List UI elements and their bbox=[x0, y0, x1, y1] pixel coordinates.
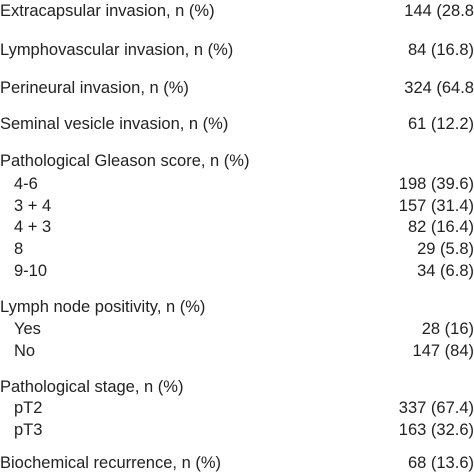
row-lymph-node-yes: Yes 28 (16) bbox=[0, 318, 474, 340]
row-label: 3 + 4 bbox=[14, 197, 52, 215]
row-gleason-4-6: 4-6 198 (39.6) bbox=[0, 173, 474, 195]
row-label: Extracapsular invasion, n (%) bbox=[0, 2, 215, 20]
row-extracapsular-invasion: Extracapsular invasion, n (%) 144 (28.8 bbox=[0, 0, 474, 22]
row-value: 198 (39.6) bbox=[398, 175, 474, 193]
row-gleason-9-10: 9-10 34 (6.8) bbox=[0, 260, 474, 282]
row-lymph-node-no: No 147 (84) bbox=[0, 340, 474, 362]
row-label: Perineural invasion, n (%) bbox=[0, 79, 189, 97]
row-label: pT3 bbox=[14, 421, 43, 439]
row-label: 8 bbox=[14, 240, 24, 258]
row-value: 163 (32.6) bbox=[398, 421, 474, 439]
section-label: Lymph node positivity, n (%) bbox=[0, 298, 206, 316]
section-header-pathological-stage: Pathological stage, n (%) bbox=[0, 376, 474, 398]
row-gleason-4-plus-3: 4 + 3 82 (16.4) bbox=[0, 216, 474, 238]
row-stage-pt2: pT2 337 (67.4) bbox=[0, 397, 474, 419]
row-label: pT2 bbox=[14, 399, 43, 417]
section-header-gleason-score: Pathological Gleason score, n (%) bbox=[0, 150, 474, 172]
row-value: 61 (12.2) bbox=[407, 115, 474, 133]
row-value: 29 (5.8) bbox=[417, 240, 474, 258]
row-label: Lymphovascular invasion, n (%) bbox=[0, 41, 234, 59]
row-gleason-8: 8 29 (5.8) bbox=[0, 238, 474, 260]
row-label: No bbox=[14, 342, 36, 360]
section-label: Pathological Gleason score, n (%) bbox=[0, 152, 250, 170]
row-label: 9-10 bbox=[14, 262, 48, 280]
row-value: 84 (16.8) bbox=[407, 41, 474, 59]
row-value: 28 (16) bbox=[421, 320, 474, 338]
row-biochemical-recurrence: Biochemical recurrence, n (%) 68 (13.6) bbox=[0, 452, 474, 474]
row-seminal-vesicle-invasion: Seminal vesicle invasion, n (%) 61 (12.2… bbox=[0, 113, 474, 135]
row-value: 324 (64.8 bbox=[404, 79, 474, 97]
row-value: 82 (16.4) bbox=[407, 218, 474, 236]
row-stage-pt3: pT3 163 (32.6) bbox=[0, 419, 474, 441]
row-lymphovascular-invasion: Lymphovascular invasion, n (%) 84 (16.8) bbox=[0, 39, 474, 61]
row-value: 147 (84) bbox=[412, 342, 474, 360]
row-value: 68 (13.6) bbox=[407, 454, 474, 472]
row-label: Biochemical recurrence, n (%) bbox=[0, 454, 221, 472]
row-label: 4 + 3 bbox=[14, 218, 52, 236]
row-label: 4-6 bbox=[14, 175, 38, 193]
section-label: Pathological stage, n (%) bbox=[0, 378, 184, 396]
row-label: Seminal vesicle invasion, n (%) bbox=[0, 115, 229, 133]
row-value: 157 (31.4) bbox=[398, 197, 474, 215]
row-value: 34 (6.8) bbox=[417, 262, 474, 280]
section-header-lymph-node-positivity: Lymph node positivity, n (%) bbox=[0, 296, 474, 318]
row-value: 337 (67.4) bbox=[398, 399, 474, 417]
row-value: 144 (28.8 bbox=[404, 2, 474, 20]
row-label: Yes bbox=[14, 320, 41, 338]
row-perineural-invasion: Perineural invasion, n (%) 324 (64.8 bbox=[0, 77, 474, 99]
row-gleason-3-plus-4: 3 + 4 157 (31.4) bbox=[0, 195, 474, 217]
